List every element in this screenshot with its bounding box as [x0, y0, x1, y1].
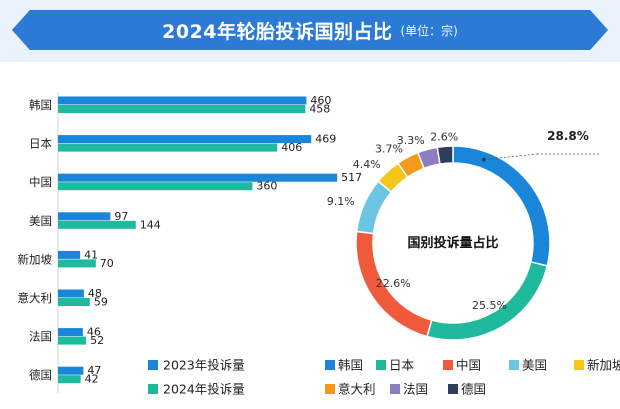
- donut-hole: [374, 164, 532, 322]
- legend-label: 意大利: [338, 382, 376, 397]
- bar: [58, 105, 306, 113]
- slice-value-label: 9.1%: [327, 195, 355, 208]
- legend-swatch: [448, 384, 458, 394]
- unit-label: (单位：宗): [400, 23, 458, 38]
- bar: [58, 289, 84, 298]
- category-label: 中国: [29, 175, 52, 189]
- bar: [58, 366, 84, 375]
- donut-center-label: 国别投诉量占比: [407, 235, 498, 251]
- category-label: 意大利: [18, 291, 53, 305]
- bar: [58, 212, 111, 221]
- category-label: 美国: [29, 214, 52, 228]
- slice-value-label: 3.7%: [375, 142, 403, 155]
- legend-label: 日本: [389, 358, 415, 373]
- bar-value-label: 41: [84, 248, 98, 261]
- legend-label: 新加坡: [587, 358, 620, 373]
- legend-swatch: [325, 360, 335, 370]
- legend-label: 2024年投诉量: [163, 382, 245, 397]
- slice-value-label: 28.8%: [547, 129, 589, 143]
- legend-label: 2023年投诉量: [163, 358, 245, 373]
- bar: [58, 96, 307, 105]
- legend-label: 美国: [522, 358, 547, 373]
- bar: [58, 143, 278, 152]
- slice-value-label: 2.6%: [430, 130, 458, 143]
- bar-value-label: 48: [88, 287, 102, 300]
- bar-value-label: 52: [90, 334, 104, 347]
- bar: [58, 375, 81, 384]
- legend-label: 韩国: [338, 358, 363, 373]
- legend-label: 法国: [403, 382, 428, 397]
- legend-swatch: [325, 384, 335, 394]
- donut-chart: 28.8% 25.5% 22.6% 9.1% 4.4% 3.7%3.3% 2.6% 国别投诉量…: [327, 129, 600, 341]
- category-label: 日本: [29, 137, 52, 151]
- title-banner: [12, 10, 608, 50]
- bar-value-label: 70: [100, 257, 114, 270]
- bar-value-label: 458: [309, 103, 330, 116]
- legend-label: 中国: [456, 358, 481, 373]
- category-label: 新加坡: [18, 252, 53, 266]
- slice-value-label: 4.4%: [353, 158, 381, 171]
- legend-swatch: [390, 384, 400, 394]
- slice-value-label: 3.3%: [397, 134, 425, 147]
- bar: [58, 298, 90, 306]
- slice-value-label: 22.6%: [376, 277, 411, 290]
- bar-value-label: 42: [85, 373, 99, 386]
- category-label: 法国: [29, 330, 52, 344]
- leader-line: [483, 153, 538, 160]
- bar: [58, 328, 83, 337]
- bar: [58, 135, 312, 144]
- bar-value-label: 360: [256, 180, 277, 193]
- bar-value-label: 144: [140, 218, 161, 231]
- bar-value-label: 406: [281, 141, 302, 154]
- bar: [58, 336, 87, 345]
- legend-swatch: [509, 360, 519, 370]
- bar-value-label: 460: [310, 94, 331, 107]
- legend-swatch: [574, 360, 584, 370]
- bar: [58, 259, 96, 268]
- bar: [58, 173, 338, 182]
- bar-value-label: 97: [114, 210, 128, 223]
- bar-value-label: 46: [87, 326, 101, 339]
- category-label: 德国: [29, 368, 52, 382]
- slice-value-label: 25.5%: [472, 299, 507, 312]
- donut-slice: [436, 145, 454, 165]
- legend-label: 德国: [461, 382, 486, 397]
- legend-swatch: [148, 360, 158, 370]
- bar: [58, 220, 136, 229]
- legend-swatch: [376, 360, 386, 370]
- leader-dot: [482, 157, 486, 162]
- legend-swatch: [443, 360, 453, 370]
- bar: [58, 182, 253, 191]
- bar-value-label: 469: [315, 133, 336, 146]
- bar-value-label: 47: [87, 364, 101, 377]
- header: 2024年轮胎投诉国别占比 (单位：宗): [0, 0, 620, 62]
- chart-title: 2024年轮胎投诉国别占比: [162, 20, 393, 43]
- bar: [58, 250, 81, 259]
- legend-swatch: [148, 384, 158, 394]
- category-label: 韩国: [29, 98, 52, 112]
- bar-value-label: 59: [94, 296, 108, 309]
- bar-value-label: 517: [341, 171, 362, 184]
